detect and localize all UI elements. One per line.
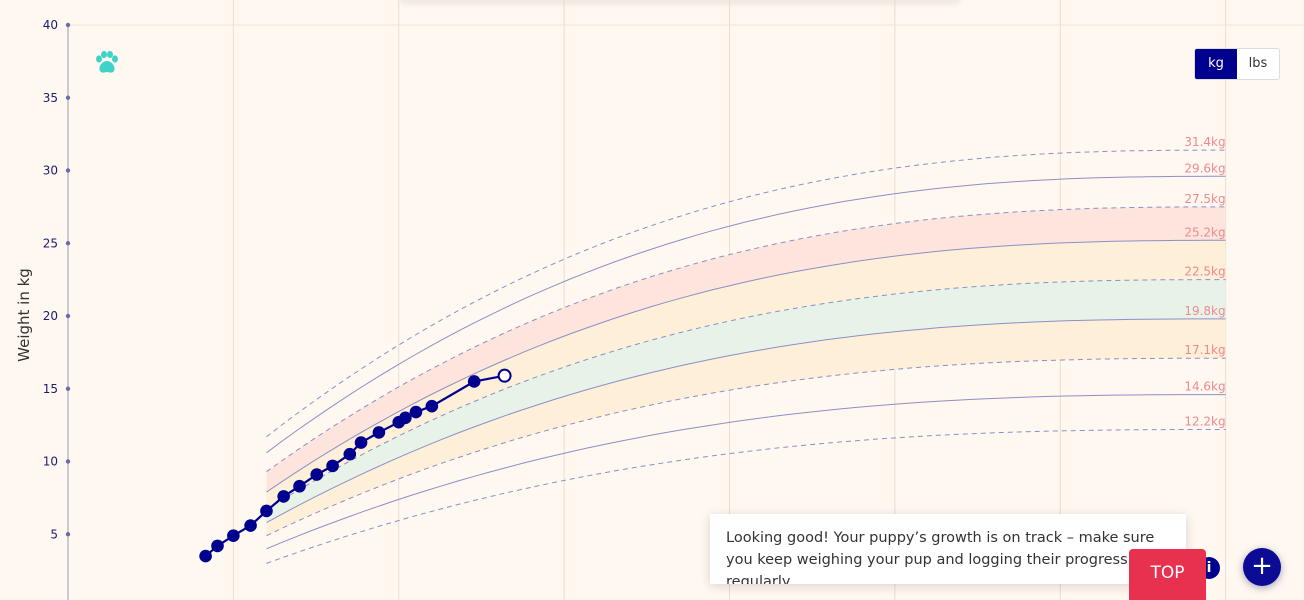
growth-message: Looking good! Your puppy’s growth is on … (710, 514, 1186, 584)
y-tick-label: 5 (50, 527, 58, 541)
vertical-gridlines (232, 0, 1227, 600)
percentile-curve (266, 175, 1226, 454)
top-panel-edge (400, 0, 960, 2)
y-tick-label: 15 (43, 382, 58, 396)
y-axis-title: Weight in kg (15, 268, 33, 362)
percentile-label: 27.5kg (1184, 192, 1225, 206)
weight-point (467, 375, 481, 388)
weight-point (244, 519, 257, 532)
percentile-curve (266, 357, 1226, 537)
weight-point (199, 549, 212, 563)
weight-point (354, 436, 368, 449)
weight-point (372, 426, 386, 439)
unit-toggle: kg lbs (1194, 48, 1280, 80)
percentile-label: 12.2kg (1184, 414, 1225, 428)
y-tick-mark (65, 532, 71, 537)
weight-point (293, 479, 306, 493)
weight-point (227, 529, 240, 543)
weight-point (409, 405, 423, 419)
weight-point (277, 490, 290, 503)
percentile-curve (266, 279, 1226, 510)
percentile-band (266, 279, 1226, 523)
y-tick-mark (65, 22, 71, 28)
y-tick-label: 30 (43, 164, 58, 178)
percentile-label: 25.2kg (1184, 225, 1225, 239)
percentile-curve (266, 149, 1226, 438)
percentile-labels: 31.4kg 29.6kg 27.5kg 25.2kg 22.5kg 19.8kg 17.1… (1184, 135, 1225, 428)
percentile-label: 31.4kg (1184, 135, 1225, 149)
paw-icon[interactable] (93, 50, 119, 76)
add-weight-button[interactable]: + (1243, 548, 1281, 586)
y-tick-label: 40 (43, 18, 58, 32)
percentile-curve (266, 206, 1226, 473)
weight-point (310, 468, 324, 481)
percentile-curve (266, 429, 1226, 564)
y-tick-mark (65, 241, 71, 246)
percentile-curve (266, 394, 1226, 550)
y-tick-mark (65, 95, 71, 100)
weight-point (399, 411, 412, 425)
back-to-top-button[interactable]: TOP (1129, 549, 1206, 600)
unit-lbs-button[interactable]: lbs (1237, 49, 1279, 79)
y-tick-mark (65, 459, 71, 464)
percentile-label: 29.6kg (1184, 161, 1225, 175)
weight-point (260, 504, 273, 518)
percentile-label: 22.5kg (1184, 265, 1225, 279)
percentile-band (266, 206, 1226, 493)
weight-point (326, 459, 339, 473)
weight-point (343, 447, 357, 461)
y-tick-mark (65, 386, 71, 391)
y-tick-mark (65, 313, 71, 319)
y-tick-mark (65, 168, 71, 173)
latest-weight-point (497, 368, 512, 383)
percentile-label: 14.6kg (1184, 380, 1225, 394)
y-tick-label: 35 (43, 91, 58, 105)
percentile-band (266, 240, 1226, 510)
y-tick-label: 10 (43, 455, 58, 469)
percentile-label: 17.1kg (1184, 343, 1225, 357)
weight-point (211, 539, 224, 553)
percentile-label: 19.8kg (1184, 304, 1225, 318)
weight-point (425, 399, 439, 413)
percentile-curve (266, 318, 1226, 524)
percentile-curve (266, 239, 1226, 493)
weight-series (199, 368, 512, 563)
unit-kg-button[interactable]: kg (1195, 49, 1237, 79)
y-axis: 5 10 15 20 25 30 35 40 (43, 18, 1304, 600)
y-tick-label: 20 (43, 309, 58, 323)
y-tick-label: 25 (43, 236, 58, 250)
percentile-curves (266, 149, 1226, 564)
percentile-band (266, 318, 1226, 536)
percentile-bands (266, 206, 1226, 536)
